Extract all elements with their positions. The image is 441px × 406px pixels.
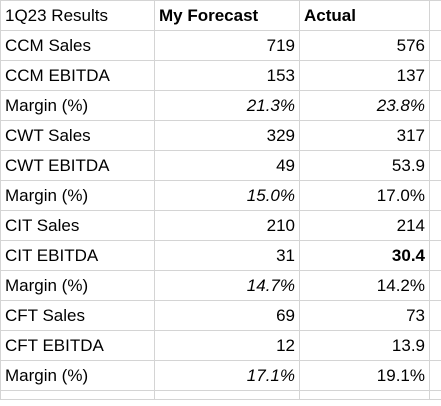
row-label-cell[interactable]: CIT EBITDA — [0, 240, 155, 271]
empty-cell[interactable] — [429, 240, 441, 271]
actual-value-cell[interactable]: 73 — [299, 300, 430, 331]
forecast-value-cell[interactable]: 210 — [154, 210, 300, 241]
forecast-value-cell[interactable]: 719 — [154, 30, 300, 61]
forecast-value-cell[interactable]: 21.3% — [154, 90, 300, 121]
table-row: Margin (%) 21.3% 23.8% — [0, 90, 441, 121]
forecast-value-cell[interactable]: 14.7% — [154, 270, 300, 301]
row-label-cell[interactable]: CWT Sales — [0, 120, 155, 151]
table-row: CWT EBITDA 49 53.9 — [0, 150, 441, 181]
empty-cell[interactable] — [429, 390, 441, 400]
empty-cell[interactable] — [429, 30, 441, 61]
forecast-value-cell[interactable]: 12 — [154, 330, 300, 361]
forecast-value-cell[interactable]: 49 — [154, 150, 300, 181]
forecast-value-cell[interactable]: 17.1% — [154, 360, 300, 391]
empty-cell[interactable] — [429, 210, 441, 241]
row-label-cell[interactable]: CFT EBITDA — [0, 330, 155, 361]
header-row: 1Q23 Results My Forecast Actual — [0, 0, 441, 31]
row-label-cell[interactable]: Margin (%) — [0, 270, 155, 301]
empty-cell[interactable] — [429, 60, 441, 91]
empty-cell[interactable] — [429, 120, 441, 151]
row-label-cell[interactable]: CFT Sales — [0, 300, 155, 331]
table-row: CIT EBITDA 31 30.4 — [0, 240, 441, 271]
empty-cell[interactable] — [429, 0, 441, 31]
header-cell-actual[interactable]: Actual — [299, 0, 430, 31]
forecast-value-cell[interactable]: 69 — [154, 300, 300, 331]
table-row: CIT Sales 210 214 — [0, 210, 441, 241]
actual-value-cell[interactable]: 13.9 — [299, 330, 430, 361]
table-row: CCM EBITDA 153 137 — [0, 60, 441, 91]
forecast-value-cell[interactable]: 153 — [154, 60, 300, 91]
row-label-cell[interactable]: Margin (%) — [0, 180, 155, 211]
forecast-value-cell[interactable]: 31 — [154, 240, 300, 271]
empty-cell[interactable] — [429, 300, 441, 331]
header-cell-forecast[interactable]: My Forecast — [154, 0, 300, 31]
actual-value-cell[interactable]: 30.4 — [299, 240, 430, 271]
row-label-cell[interactable]: CWT EBITDA — [0, 150, 155, 181]
table-row: Margin (%) 14.7% 14.2% — [0, 270, 441, 301]
table-row: CFT Sales 69 73 — [0, 300, 441, 331]
actual-value-cell[interactable]: 17.0% — [299, 180, 430, 211]
table-row: Margin (%) 17.1% 19.1% — [0, 360, 441, 391]
row-label-cell[interactable]: CCM EBITDA — [0, 60, 155, 91]
row-label-cell[interactable]: CIT Sales — [0, 210, 155, 241]
empty-cell[interactable] — [429, 360, 441, 391]
row-label-cell[interactable]: CCM Sales — [0, 30, 155, 61]
row-label-cell[interactable]: Margin (%) — [0, 360, 155, 391]
empty-cell[interactable] — [429, 330, 441, 361]
table-row: CFT EBITDA 12 13.9 — [0, 330, 441, 361]
header-cell-results[interactable]: 1Q23 Results — [0, 0, 155, 31]
forecast-value-cell[interactable]: 329 — [154, 120, 300, 151]
actual-value-cell[interactable]: 19.1% — [299, 360, 430, 391]
actual-value-cell[interactable]: 576 — [299, 30, 430, 61]
forecast-value-cell[interactable]: 15.0% — [154, 180, 300, 211]
empty-row — [0, 390, 441, 400]
empty-cell[interactable] — [299, 390, 430, 400]
actual-value-cell[interactable]: 317 — [299, 120, 430, 151]
table-row: CWT Sales 329 317 — [0, 120, 441, 151]
empty-cell[interactable] — [154, 390, 300, 400]
empty-cell[interactable] — [429, 270, 441, 301]
actual-value-cell[interactable]: 14.2% — [299, 270, 430, 301]
actual-value-cell[interactable]: 137 — [299, 60, 430, 91]
table-row: CCM Sales 719 576 — [0, 30, 441, 61]
table-row: Margin (%) 15.0% 17.0% — [0, 180, 441, 211]
empty-cell[interactable] — [429, 150, 441, 181]
actual-value-cell[interactable]: 53.9 — [299, 150, 430, 181]
empty-cell[interactable] — [429, 180, 441, 211]
empty-cell[interactable] — [0, 390, 155, 400]
actual-value-cell[interactable]: 23.8% — [299, 90, 430, 121]
empty-cell[interactable] — [429, 90, 441, 121]
actual-value-cell[interactable]: 214 — [299, 210, 430, 241]
row-label-cell[interactable]: Margin (%) — [0, 90, 155, 121]
